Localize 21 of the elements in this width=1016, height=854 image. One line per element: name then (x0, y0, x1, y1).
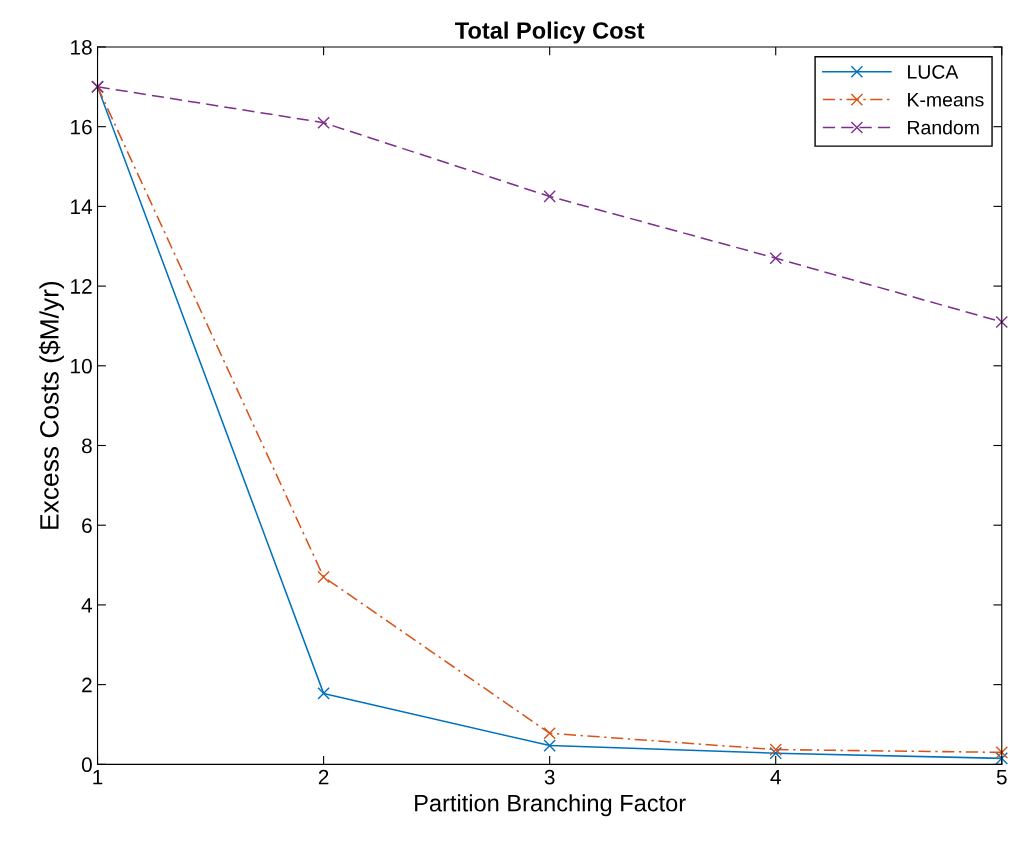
y-tick-label: 18 (71, 39, 92, 55)
y-tick-label: 4 (81, 598, 93, 613)
y-tick-label: 8 (81, 438, 92, 454)
x-tick-label: 3 (544, 769, 555, 785)
legend-label: LUCA (908, 64, 959, 79)
chart-title: Total Policy Cost (455, 21, 645, 44)
x-tick-label: 2 (318, 769, 329, 785)
y-tick-label: 10 (71, 358, 92, 374)
y-tick-label: 0 (81, 757, 92, 773)
y-tick-label: 2 (82, 677, 92, 693)
x-tick-label: 5 (996, 769, 1007, 785)
y-tick-label: 16 (71, 119, 92, 135)
x-axis-title: Partition Branching Factor (415, 794, 686, 817)
legend-label: Random (908, 120, 979, 135)
x-tick-label: 4 (770, 769, 781, 785)
y-axis-title: Excess Costs ($M/yr) (38, 281, 64, 529)
y-tick-label: 6 (82, 518, 92, 533)
y-tick-label: 14 (71, 199, 93, 214)
x-tick-label: 1 (93, 769, 103, 785)
legend-label: K-means (908, 93, 984, 107)
y-tick-label: 12 (71, 279, 92, 294)
